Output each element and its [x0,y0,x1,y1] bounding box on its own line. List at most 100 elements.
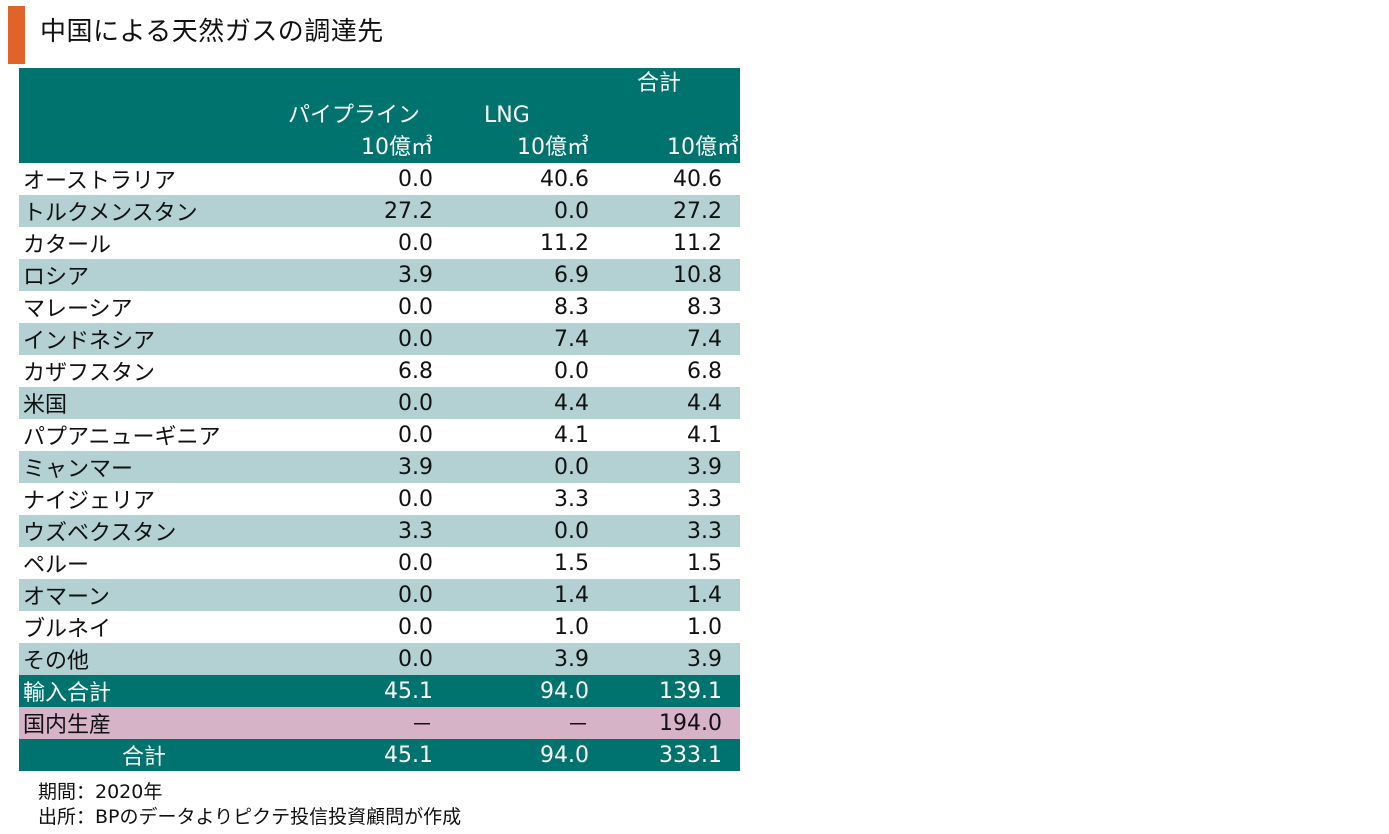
table-body: オーストラリア 0.0 40.6 40.6 トルクメンスタン 27.2 0.0 27.2 カター… [19,163,740,771]
table-row: ミャンマー 3.9 0.0 3.9 [19,451,740,483]
total-value-cell: 4.1 [687,422,722,448]
table-row: 合計 45.1 94.0 333.1 [19,739,740,771]
table-row: その他 0.0 3.9 3.9 [19,643,740,675]
lng-value-cell: 0.0 [554,198,589,224]
pipeline-value-cell: 3.9 [398,454,433,480]
header-pipeline-label: パイプライン [288,103,421,128]
total-value-cell: 8.3 [687,294,722,320]
pipeline-value-cell: 45.1 [384,678,433,704]
lng-value-cell: － [566,713,589,738]
pipeline-value-cell: 0.0 [398,326,433,352]
row-name-cell: その他 [23,649,90,674]
table-row: ナイジェリア 0.0 3.3 3.3 [19,483,740,515]
pipeline-value-cell: 0.0 [398,230,433,256]
table-header: 合計 パイプライン LNG 10億㎥ 10億㎥ 10億㎥ [19,68,740,163]
row-name-cell: トルクメンスタン [23,201,198,226]
pipeline-value-cell: 0.0 [398,582,433,608]
total-value-cell: 3.3 [687,486,722,512]
row-name-cell: ブルネイ [23,617,112,642]
table-row: 米国 0.0 4.4 4.4 [19,387,740,419]
lng-value-cell: 6.9 [554,262,589,288]
total-value-cell: 139.1 [659,678,722,704]
header-total-unit: 10億㎥ [667,135,739,160]
lng-value-cell: 0.0 [554,518,589,544]
gas-source-table: 合計 パイプライン LNG 10億㎥ 10億㎥ 10億㎥ オーストラリア 0.0 4… [19,68,740,771]
row-name-cell: 米国 [23,393,68,418]
pipeline-value-cell: 0.0 [398,550,433,576]
row-name-cell: オマーン [23,585,110,610]
table-row: カタール 0.0 11.2 11.2 [19,227,740,259]
lng-value-cell: 1.4 [554,582,589,608]
table-row: オマーン 0.0 1.4 1.4 [19,579,740,611]
pipeline-value-cell: 0.0 [398,422,433,448]
lng-value-cell: 8.3 [554,294,589,320]
pipeline-value-cell: 45.1 [384,742,433,768]
lng-value-cell: 11.2 [540,230,589,256]
row-name-cell: インドネシア [23,329,156,354]
row-name-cell: カザフスタン [23,361,156,386]
lng-value-cell: 1.5 [554,550,589,576]
table-row: ペルー 0.0 1.5 1.5 [19,547,740,579]
lng-value-cell: 0.0 [554,454,589,480]
pipeline-value-cell: 3.3 [398,518,433,544]
pipeline-value-cell: 0.0 [398,614,433,640]
lng-value-cell: 7.4 [554,326,589,352]
lng-value-cell: 4.4 [554,390,589,416]
source-note: 出所：BPのデータよりピクテ投信投資顧問が作成 [38,806,462,828]
total-value-cell: 11.2 [673,230,722,256]
header-pipeline-unit: 10億㎥ [361,135,433,160]
row-name-cell: 輸入合計 [23,681,112,706]
row-name-cell: 国内生産 [23,713,112,738]
total-value-cell: 1.0 [687,614,722,640]
pipeline-value-cell: 3.9 [398,262,433,288]
row-name-cell: カタール [23,233,112,258]
lng-value-cell: 1.0 [554,614,589,640]
lng-value-cell: 3.9 [554,646,589,672]
lng-value-cell: 0.0 [554,358,589,384]
table-row: ブルネイ 0.0 1.0 1.0 [19,611,740,643]
row-name-cell: ペルー [23,553,90,578]
page-title: 中国による天然ガスの調達先 [40,17,384,47]
total-value-cell: 3.3 [687,518,722,544]
header-lng-label: LNG [484,103,530,128]
pipeline-value-cell: － [410,713,433,738]
pipeline-value-cell: 0.0 [398,486,433,512]
total-value-cell: 3.9 [687,646,722,672]
pipeline-value-cell: 27.2 [384,198,433,224]
table-row: トルクメンスタン 27.2 0.0 27.2 [19,195,740,227]
lng-value-cell: 94.0 [540,742,589,768]
pipeline-value-cell: 0.0 [398,390,433,416]
row-name-cell: ミャンマー [23,457,134,482]
pipeline-value-cell: 0.0 [398,294,433,320]
total-value-cell: 3.9 [687,454,722,480]
pipeline-value-cell: 6.8 [398,358,433,384]
table-row: 輸入合計 45.1 94.0 139.1 [19,675,740,707]
table-row: インドネシア 0.0 7.4 7.4 [19,323,740,355]
total-value-cell: 4.4 [687,390,722,416]
row-name-cell: 合計 [121,745,166,770]
title-accent-bar [8,6,25,64]
header-total-label: 合計 [637,71,682,96]
table-row: 国内生産 － － 194.0 [19,707,740,739]
total-value-cell: 6.8 [687,358,722,384]
row-name-cell: パプアニューギニア [23,425,221,450]
period-note: 期間：2020年 [38,781,163,803]
total-value-cell: 1.4 [687,582,722,608]
total-value-cell: 40.6 [673,166,722,192]
row-name-cell: オーストラリア [23,169,176,194]
row-name-cell: ウズベクスタン [23,521,177,546]
lng-value-cell: 40.6 [540,166,589,192]
table-row: オーストラリア 0.0 40.6 40.6 [19,163,740,195]
total-value-cell: 194.0 [659,710,722,736]
total-value-cell: 10.8 [673,262,722,288]
row-name-cell: ロシア [23,265,90,290]
total-value-cell: 1.5 [687,550,722,576]
table-row: カザフスタン 6.8 0.0 6.8 [19,355,740,387]
table-row: マレーシア 0.0 8.3 8.3 [19,291,740,323]
lng-value-cell: 3.3 [554,486,589,512]
table-row: パプアニューギニア 0.0 4.1 4.1 [19,419,740,451]
row-name-cell: ナイジェリア [23,489,156,514]
row-name-cell: マレーシア [23,297,133,322]
header-lng-unit: 10億㎥ [517,135,589,160]
lng-value-cell: 94.0 [540,678,589,704]
